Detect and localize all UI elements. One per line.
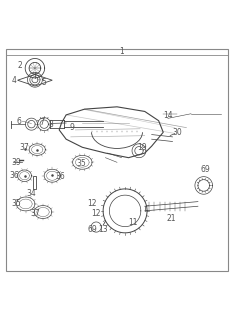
Text: 7: 7 (39, 118, 44, 127)
Text: 35: 35 (11, 199, 21, 208)
Text: 12: 12 (91, 209, 100, 218)
Text: 13: 13 (98, 225, 108, 234)
Text: 9: 9 (69, 123, 74, 132)
Text: 4: 4 (12, 76, 17, 85)
Text: 6: 6 (16, 117, 21, 126)
Text: 37: 37 (30, 209, 40, 218)
Text: 36: 36 (55, 172, 65, 181)
Text: 30: 30 (172, 128, 182, 137)
Text: 69: 69 (88, 225, 98, 234)
Text: 2: 2 (18, 61, 22, 70)
Text: 14: 14 (163, 111, 173, 120)
Text: 34: 34 (27, 189, 36, 198)
Text: 12: 12 (87, 199, 96, 208)
Text: 5: 5 (42, 77, 47, 87)
Text: 19: 19 (138, 143, 147, 152)
Text: 36: 36 (9, 171, 19, 180)
Text: 69: 69 (201, 165, 210, 174)
Text: 8: 8 (49, 120, 54, 129)
Text: 35: 35 (76, 159, 86, 168)
Text: 11: 11 (128, 218, 138, 228)
Bar (33, 176, 36, 189)
Text: 37: 37 (20, 143, 29, 152)
Text: 39: 39 (11, 158, 21, 167)
Text: 1: 1 (119, 47, 124, 56)
Text: 21: 21 (167, 214, 176, 223)
